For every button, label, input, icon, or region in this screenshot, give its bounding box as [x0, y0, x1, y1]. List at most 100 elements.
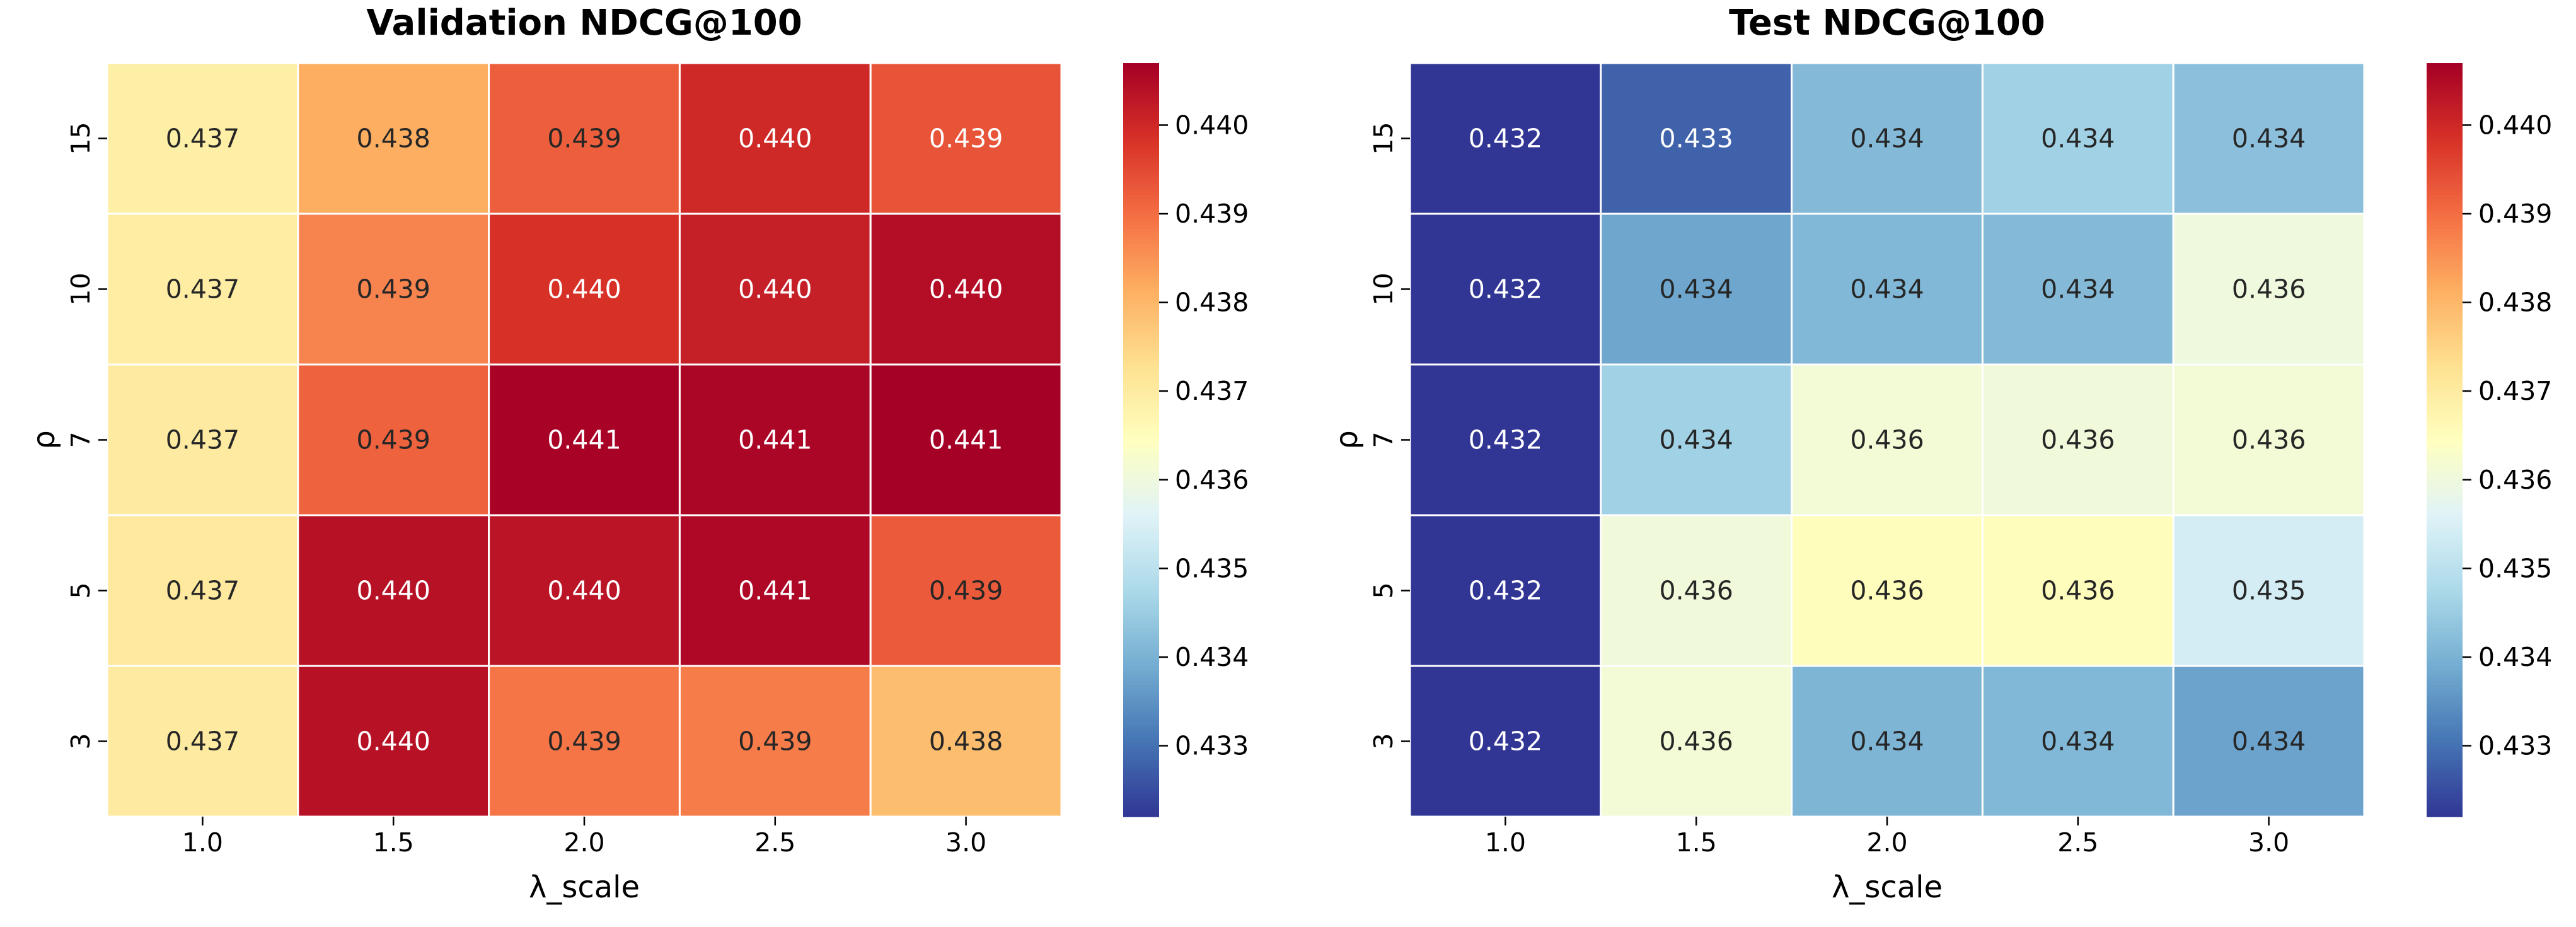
colorbar-strip: [1123, 621, 1159, 626]
colorbar-strip: [2427, 81, 2463, 86]
colorbar-strip: [2427, 571, 2463, 576]
heatmap-cell: [869, 514, 1063, 667]
colorbar-strip: [2427, 609, 2463, 614]
colorbar-strip: [2427, 364, 2463, 369]
colorbar-strip: [1123, 236, 1159, 241]
colorbar-strip: [2427, 455, 2463, 460]
colorbar-strip: [1123, 571, 1159, 576]
heatmap-cell: [488, 62, 681, 215]
colorbar-strip: [1123, 127, 1159, 132]
cell-label: 0.439: [738, 726, 812, 757]
colorbar-strip: [2427, 647, 2463, 651]
colorbar-strip: [1123, 289, 1159, 294]
colorbar-strip: [2427, 813, 2463, 817]
colorbar-strip: [2427, 737, 2463, 742]
colorbar-strip: [2427, 277, 2463, 283]
colorbar-strip: [1123, 545, 1159, 550]
colorbar-strip: [2427, 236, 2463, 241]
colorbar-strip: [2427, 281, 2463, 286]
colorbar-strip: [1123, 718, 1159, 723]
colorbar-strip: [1123, 617, 1159, 622]
colorbar-strip: [1123, 146, 1159, 151]
x-tick-label: 1.0: [182, 827, 223, 858]
colorbar-strip: [2427, 605, 2463, 610]
colorbar-strip: [1123, 655, 1159, 659]
colorbar-strip: [2427, 530, 2463, 535]
colorbar-strip: [2427, 655, 2463, 659]
colorbar-strip: [2427, 104, 2463, 109]
heatmap-cell: [1409, 514, 1602, 667]
cell-label: 0.436: [1660, 726, 1733, 757]
colorbar-strip: [1123, 383, 1159, 388]
colorbar-strip: [2427, 70, 2463, 75]
colorbar-strip: [1123, 549, 1159, 554]
colorbar-strip: [1123, 481, 1159, 486]
colorbar-strip: [2427, 243, 2463, 248]
colorbar-strip: [2427, 798, 2463, 802]
colorbar-strip: [2427, 602, 2463, 607]
colorbar-strip: [2427, 327, 2463, 332]
colorbar-strip: [1123, 605, 1159, 610]
colorbar-strip: [2427, 112, 2463, 117]
colorbar-strip: [1123, 658, 1159, 663]
colorbar-strip: [2427, 266, 2463, 271]
colorbar-strip: [1123, 436, 1159, 441]
y-tick-label: 5: [1368, 582, 1399, 598]
colorbar-strip: [2427, 764, 2463, 769]
colorbar-strip: [2427, 131, 2463, 136]
x-tick-label: 1.0: [1485, 827, 1526, 858]
colorbar-strip: [1123, 323, 1159, 328]
colorbar-tick-label: 0.440: [2478, 110, 2552, 140]
colorbar-strip: [2427, 274, 2463, 279]
colorbar-strip: [2427, 262, 2463, 267]
colorbar-strip: [1123, 485, 1159, 489]
cell-label: 0.440: [929, 274, 1003, 305]
colorbar-strip: [1123, 632, 1159, 636]
colorbar-strip: [2427, 304, 2463, 309]
cell-label: 0.436: [2041, 576, 2115, 606]
colorbar-strip: [2427, 432, 2463, 437]
colorbar-tick-label: 0.433: [2478, 731, 2552, 761]
colorbar-strip: [1123, 217, 1159, 222]
colorbar-strip: [2427, 361, 2463, 365]
y-axis-label: ρ: [26, 430, 62, 449]
heatmap-cell: [488, 665, 681, 818]
colorbar-strip: [2427, 330, 2463, 335]
colorbar-strip: [2427, 421, 2463, 426]
y-tick-label: 15: [66, 122, 96, 154]
colorbar-strip: [1123, 330, 1159, 335]
colorbar-strip: [2427, 771, 2463, 776]
colorbar-strip: [1123, 504, 1159, 508]
colorbar-strip: [1123, 730, 1159, 735]
colorbar-strip: [2427, 485, 2463, 489]
colorbar-strip: [2427, 300, 2463, 305]
colorbar-strip: [2427, 583, 2463, 588]
y-tick-label: 10: [66, 272, 96, 305]
colorbar-strip: [2427, 172, 2463, 177]
colorbar-strip: [2427, 214, 2463, 218]
heatmap-cell: [106, 213, 299, 366]
heatmap-cell: [106, 665, 299, 818]
x-tick-label: 2.5: [754, 827, 795, 858]
colorbar-strip: [2427, 500, 2463, 504]
colorbar-strip: [2427, 669, 2463, 674]
colorbar-strip: [1123, 342, 1159, 346]
cell-label: 0.432: [1469, 726, 1542, 757]
colorbar-strip: [2427, 78, 2463, 83]
colorbar-strip: [2427, 157, 2463, 162]
colorbar-strip: [2427, 115, 2463, 120]
colorbar-strip: [1123, 579, 1159, 584]
cell-label: 0.435: [2232, 576, 2306, 606]
colorbar-strip: [1123, 202, 1159, 207]
colorbar-strip: [1123, 779, 1159, 784]
colorbar-tick-label: 0.434: [2478, 642, 2552, 672]
colorbar-strip: [2427, 526, 2463, 531]
colorbar-strip: [1123, 530, 1159, 535]
colorbar-strip: [1123, 684, 1159, 689]
heatmap-cell: [106, 62, 299, 215]
cell-label: 0.436: [1660, 576, 1733, 606]
colorbar-strip: [2427, 673, 2463, 678]
x-tick-label: 2.0: [1866, 827, 1907, 858]
colorbar-strip: [1123, 108, 1159, 113]
